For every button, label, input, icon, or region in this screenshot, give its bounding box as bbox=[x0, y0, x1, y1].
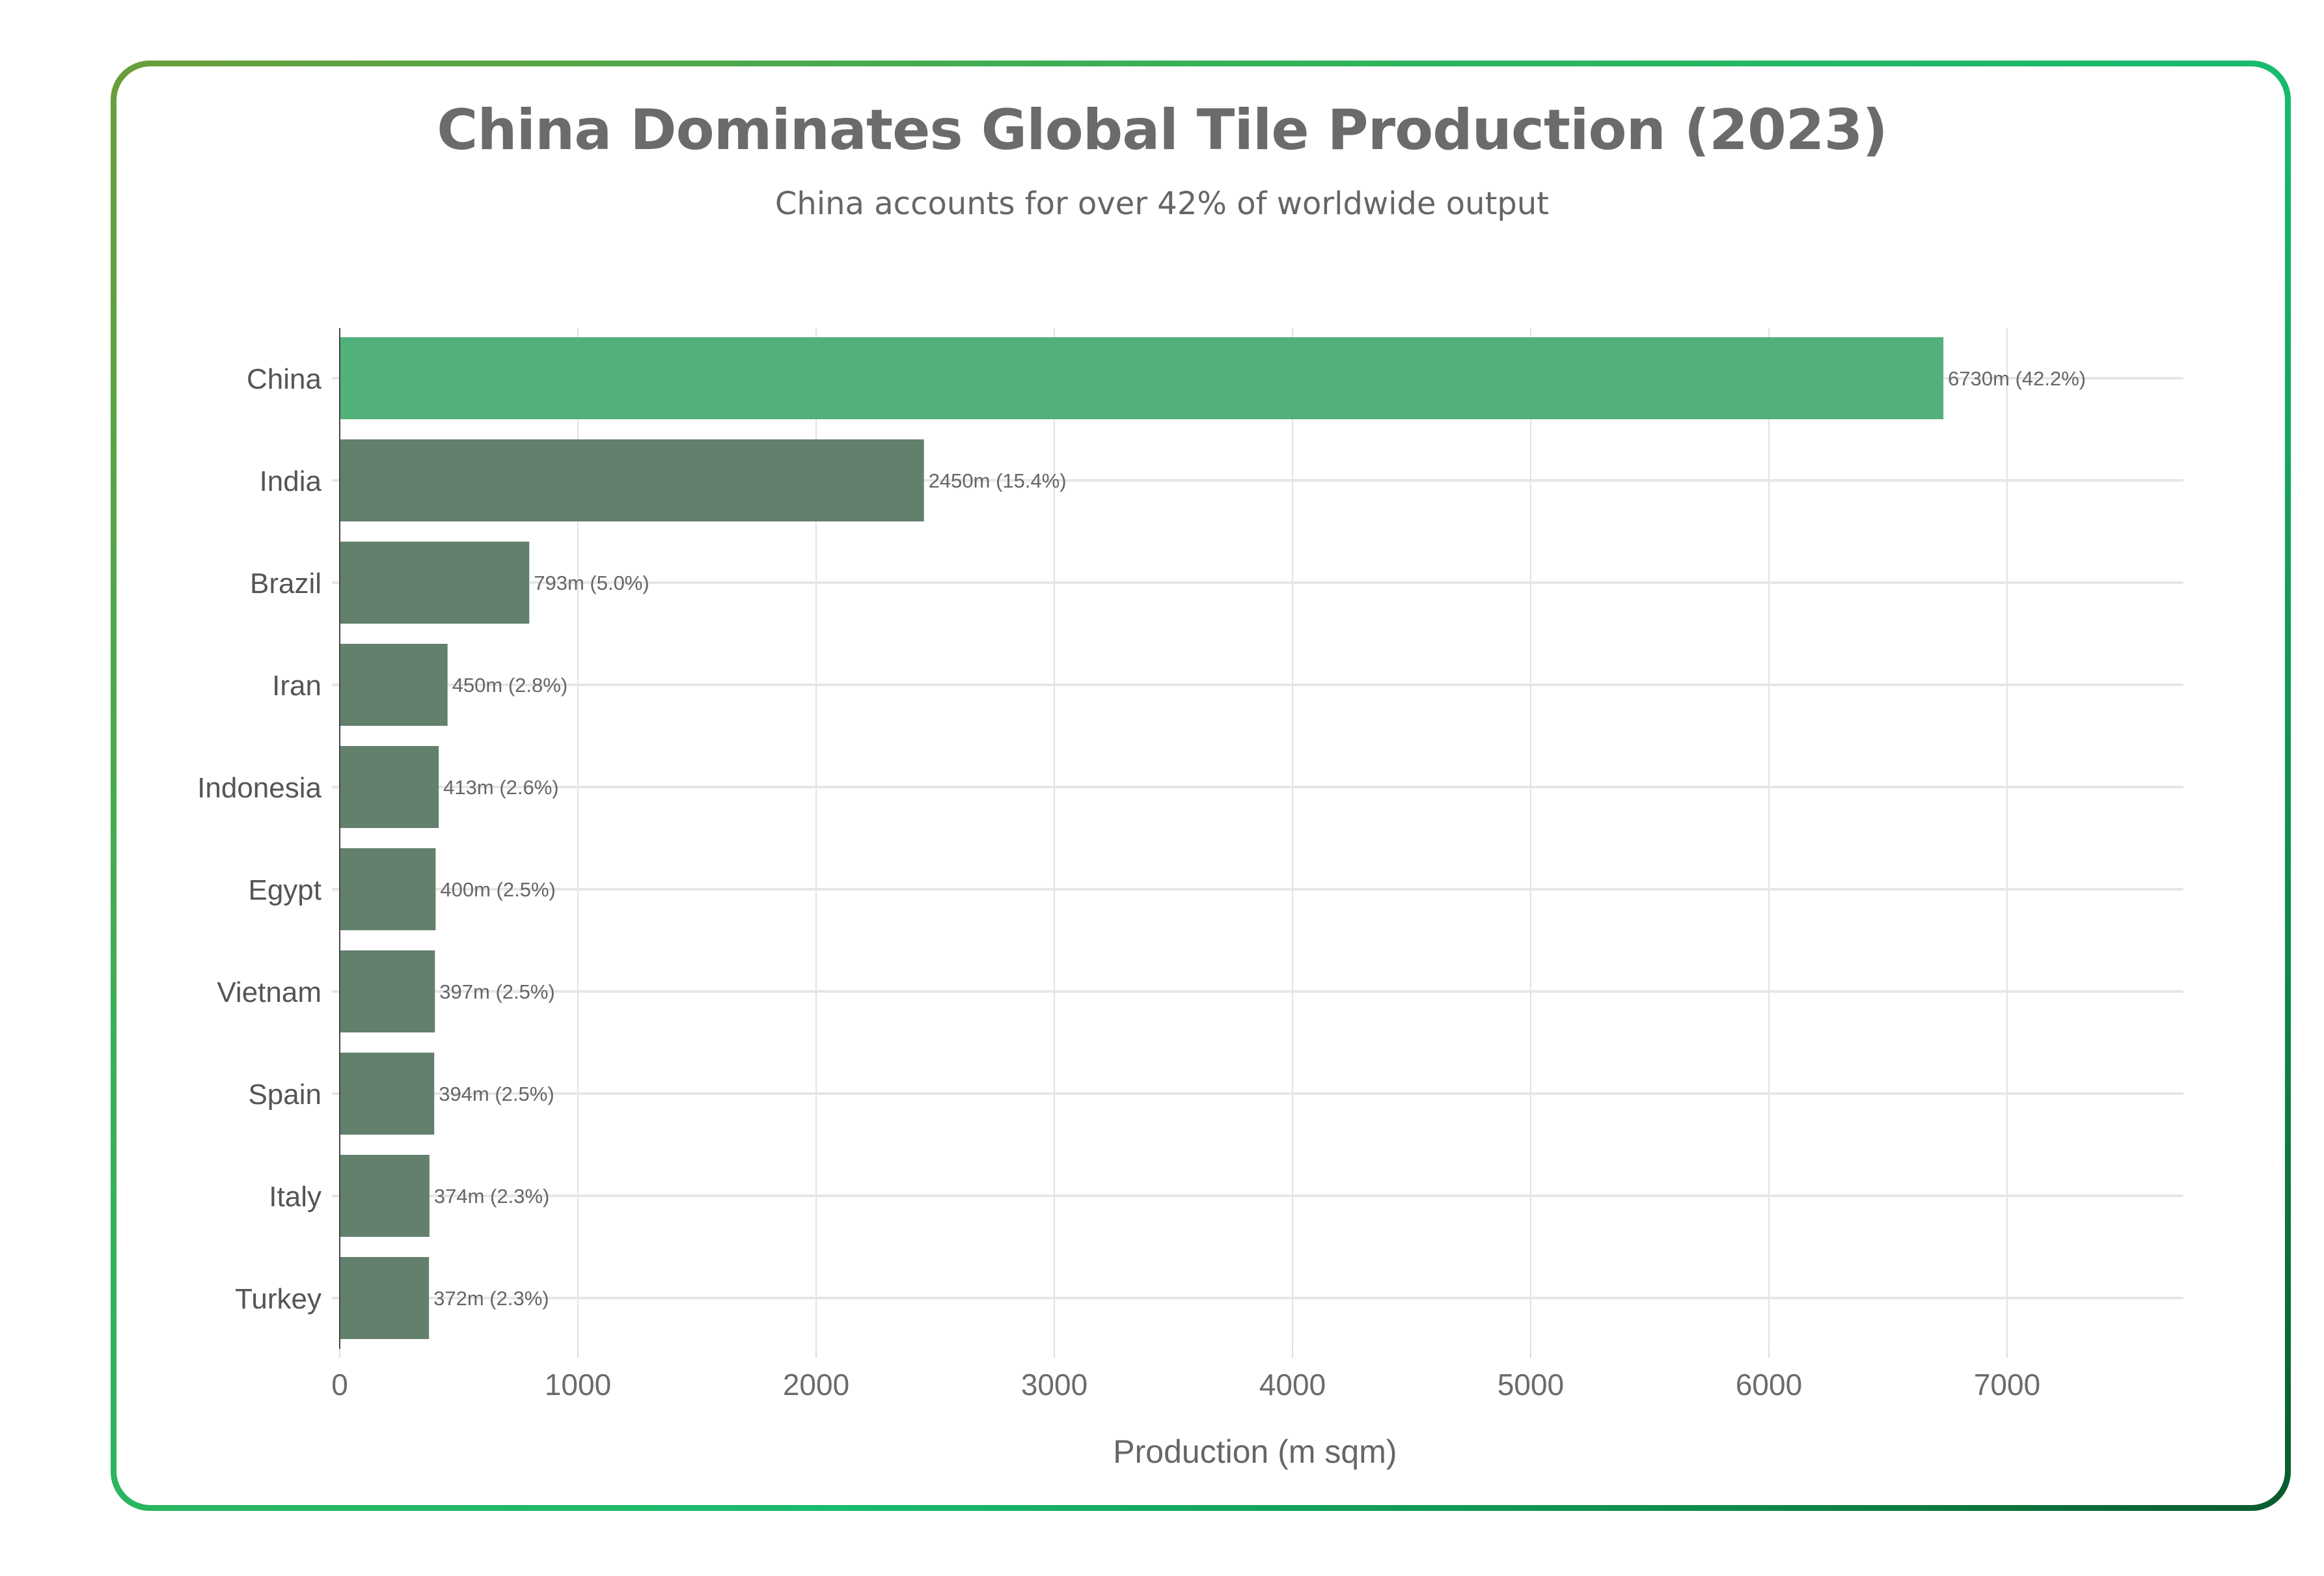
x-tick-label: 7000 bbox=[1974, 1368, 2040, 1402]
data-label: 374m (2.3%) bbox=[434, 1185, 549, 1208]
data-label: 450m (2.8%) bbox=[452, 674, 567, 697]
data-label: 2450m (15.4%) bbox=[929, 469, 1067, 492]
data-label: 6730m (42.2%) bbox=[1948, 367, 2086, 390]
bar-iran bbox=[340, 644, 448, 726]
category-label: Egypt bbox=[248, 874, 321, 906]
category-label: India bbox=[260, 465, 322, 497]
bar-egypt bbox=[340, 848, 436, 930]
x-tick-label: 5000 bbox=[1497, 1368, 1564, 1402]
x-tick-label: 6000 bbox=[1736, 1368, 1802, 1402]
category-label: Italy bbox=[269, 1181, 321, 1213]
category-label: Iran bbox=[272, 670, 321, 702]
data-label: 394m (2.5%) bbox=[439, 1083, 554, 1105]
x-tick-label: 4000 bbox=[1259, 1368, 1326, 1402]
bar-turkey bbox=[340, 1257, 430, 1339]
bar-india bbox=[340, 439, 924, 521]
x-tick-label: 1000 bbox=[545, 1368, 611, 1402]
bar-spain bbox=[340, 1053, 435, 1135]
bar-indonesia bbox=[340, 746, 439, 828]
x-axis-title: Production (m sqm) bbox=[1113, 1433, 1397, 1470]
bar-italy bbox=[340, 1155, 430, 1237]
category-label: Vietnam bbox=[217, 976, 321, 1008]
x-tick-label: 2000 bbox=[783, 1368, 849, 1402]
category-label: Turkey bbox=[235, 1283, 321, 1315]
category-label: Spain bbox=[248, 1079, 321, 1111]
category-label: Brazil bbox=[250, 568, 321, 600]
category-label: Indonesia bbox=[197, 772, 321, 804]
x-tick-label: 0 bbox=[331, 1368, 348, 1402]
bar-china bbox=[340, 337, 1944, 419]
chart-title: China Dominates Global Tile Production (… bbox=[437, 98, 1888, 163]
bar-vietnam bbox=[340, 950, 435, 1032]
data-label: 793m (5.0%) bbox=[534, 572, 649, 594]
data-label: 397m (2.5%) bbox=[439, 980, 554, 1003]
category-label: China bbox=[247, 363, 321, 395]
x-tick-label: 3000 bbox=[1021, 1368, 1087, 1402]
bar-brazil bbox=[340, 542, 530, 624]
chart-subtitle: China accounts for over 42% of worldwide… bbox=[774, 186, 1550, 222]
data-label: 400m (2.5%) bbox=[440, 878, 555, 901]
data-label: 372m (2.3%) bbox=[433, 1287, 549, 1310]
data-label: 413m (2.6%) bbox=[443, 776, 558, 799]
